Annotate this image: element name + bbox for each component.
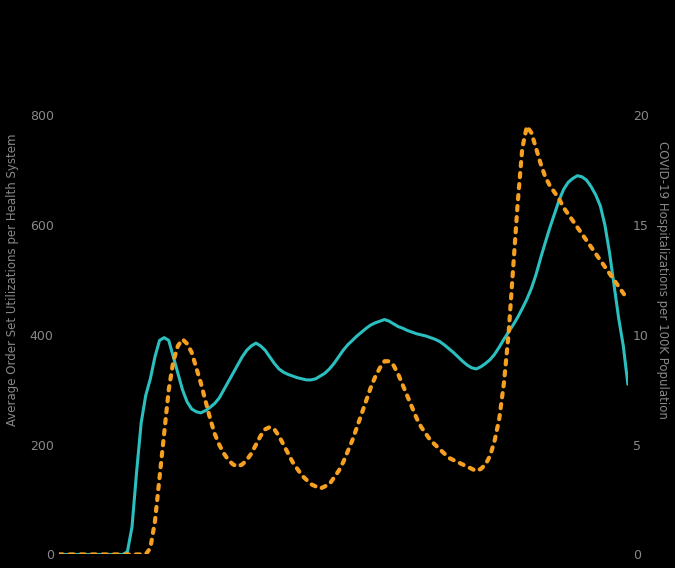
Y-axis label: COVID-19 Hospitalizations per 100K Population: COVID-19 Hospitalizations per 100K Popul…	[657, 141, 670, 419]
Y-axis label: Average Order Set Utilizations per Health System: Average Order Set Utilizations per Healt…	[5, 133, 18, 426]
